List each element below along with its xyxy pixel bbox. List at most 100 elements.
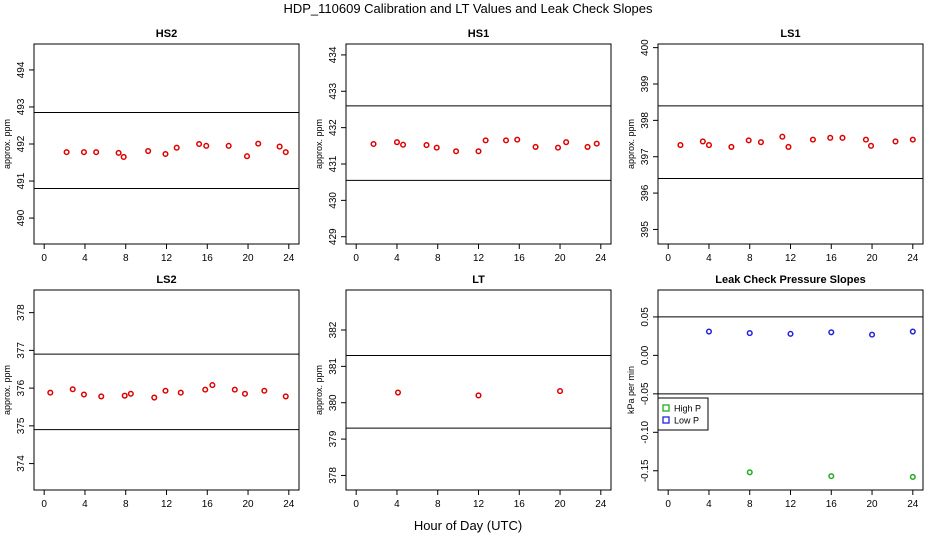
data-point bbox=[423, 142, 430, 149]
data-point bbox=[584, 143, 591, 150]
data-point bbox=[787, 330, 794, 337]
x-tick-label: 0 bbox=[41, 499, 47, 510]
y-tick-label: 381 bbox=[328, 358, 339, 375]
data-point bbox=[120, 153, 127, 161]
x-tick-label: 0 bbox=[665, 499, 671, 510]
data-point bbox=[482, 137, 489, 144]
x-tick-label: 4 bbox=[82, 253, 88, 264]
data-point bbox=[705, 142, 713, 149]
x-tick-label: 12 bbox=[161, 499, 173, 510]
y-tick-label: 0.00 bbox=[640, 345, 651, 365]
data-point bbox=[209, 382, 216, 389]
data-point bbox=[202, 386, 209, 393]
x-tick-label: 20 bbox=[554, 253, 566, 264]
data-point bbox=[757, 139, 764, 146]
data-point bbox=[243, 153, 251, 160]
data-point bbox=[63, 149, 70, 156]
panel-title: LT bbox=[472, 274, 485, 286]
y-tick-label: 490 bbox=[16, 209, 27, 226]
data-point bbox=[892, 138, 899, 145]
x-tick-label: 8 bbox=[435, 499, 441, 510]
data-point bbox=[393, 139, 401, 146]
y-axis-label: approx. ppm bbox=[314, 365, 324, 415]
data-point bbox=[868, 331, 876, 338]
y-tick-label: 429 bbox=[328, 228, 339, 245]
data-point bbox=[115, 149, 122, 156]
x-tick-label: 20 bbox=[242, 499, 254, 510]
data-point bbox=[196, 140, 203, 148]
data-point bbox=[203, 142, 210, 149]
y-tick-label: 431 bbox=[328, 155, 339, 172]
y-axis-label: approx. ppm bbox=[2, 119, 12, 169]
data-point bbox=[554, 144, 562, 151]
data-point bbox=[828, 473, 835, 480]
x-tick-label: 0 bbox=[353, 253, 359, 264]
data-point bbox=[162, 150, 169, 158]
x-tick-label: 12 bbox=[161, 253, 173, 264]
data-point bbox=[121, 392, 128, 399]
data-point bbox=[69, 386, 76, 393]
y-tick-label: 380 bbox=[328, 394, 339, 411]
panel-leak-check: Leak Check Pressure Slopes 0 4 8 12 16 20 24 -0.… bbox=[626, 274, 924, 510]
figure-x-axis-label: Hour of Day (UTC) bbox=[413, 518, 523, 533]
panel-title: HS1 bbox=[468, 28, 489, 40]
data-point bbox=[173, 144, 180, 151]
data-point bbox=[433, 144, 440, 151]
y-tick-label: 492 bbox=[16, 135, 27, 152]
data-point bbox=[502, 137, 510, 144]
x-tick-label: 24 bbox=[283, 499, 295, 510]
y-tick-label: 493 bbox=[16, 98, 27, 115]
data-point bbox=[475, 392, 482, 399]
panel-ls1: LS1 0 4 8 12 16 20 24 395 396 397 398 399 400 approx. … bbox=[626, 28, 924, 264]
data-point bbox=[514, 136, 521, 143]
y-tick-label: 430 bbox=[328, 192, 339, 209]
data-point bbox=[231, 386, 238, 393]
data-point bbox=[699, 138, 706, 145]
x-tick-label: 24 bbox=[907, 499, 919, 510]
data-point bbox=[827, 134, 834, 141]
y-tick-label: -0.05 bbox=[640, 382, 651, 405]
data-point bbox=[746, 330, 753, 337]
data-point bbox=[556, 388, 564, 395]
panel-lt: LT 0 4 8 12 16 20 24 378 379 380 381 382 approx. ppm bbox=[314, 274, 612, 510]
x-tick-label: 16 bbox=[202, 499, 214, 510]
y-tick-label: 374 bbox=[16, 455, 27, 472]
data-point bbox=[593, 140, 600, 147]
y-tick-label: 494 bbox=[16, 61, 27, 78]
legend-swatch bbox=[662, 416, 670, 424]
y-tick-label: 376 bbox=[16, 379, 27, 396]
x-tick-label: 0 bbox=[665, 253, 671, 264]
data-point bbox=[93, 149, 100, 156]
panel-title: LS2 bbox=[156, 274, 176, 286]
data-point bbox=[261, 387, 268, 394]
plot-frame bbox=[657, 289, 924, 491]
data-point bbox=[80, 391, 87, 398]
x-tick-label: 16 bbox=[514, 499, 526, 510]
plot-frame bbox=[657, 43, 924, 245]
data-point bbox=[746, 469, 753, 476]
x-tick-label: 20 bbox=[866, 499, 878, 510]
y-tick-label: 397 bbox=[640, 148, 651, 165]
plot-frame bbox=[33, 289, 300, 491]
y-axis-label: approx. ppm bbox=[626, 119, 636, 169]
x-tick-label: 24 bbox=[595, 253, 607, 264]
data-point bbox=[282, 393, 289, 400]
data-point bbox=[400, 141, 407, 148]
data-point bbox=[867, 142, 875, 149]
x-tick-label: 12 bbox=[785, 499, 797, 510]
plot-frame bbox=[33, 43, 300, 245]
data-point bbox=[225, 142, 232, 149]
y-axis-label: approx. ppm bbox=[2, 365, 12, 415]
data-point bbox=[828, 329, 835, 336]
figure-title: HDP_110609 Calibration and LT Values and… bbox=[283, 1, 653, 16]
y-tick-label: 432 bbox=[328, 119, 339, 136]
y-tick-label: 382 bbox=[328, 321, 339, 338]
x-tick-label: 8 bbox=[123, 253, 129, 264]
y-tick-label: 377 bbox=[16, 342, 27, 359]
data-point bbox=[394, 389, 402, 396]
x-tick-label: 4 bbox=[394, 499, 400, 510]
data-point bbox=[47, 389, 54, 396]
data-point bbox=[779, 133, 786, 140]
y-tick-label: -0.15 bbox=[640, 459, 651, 482]
